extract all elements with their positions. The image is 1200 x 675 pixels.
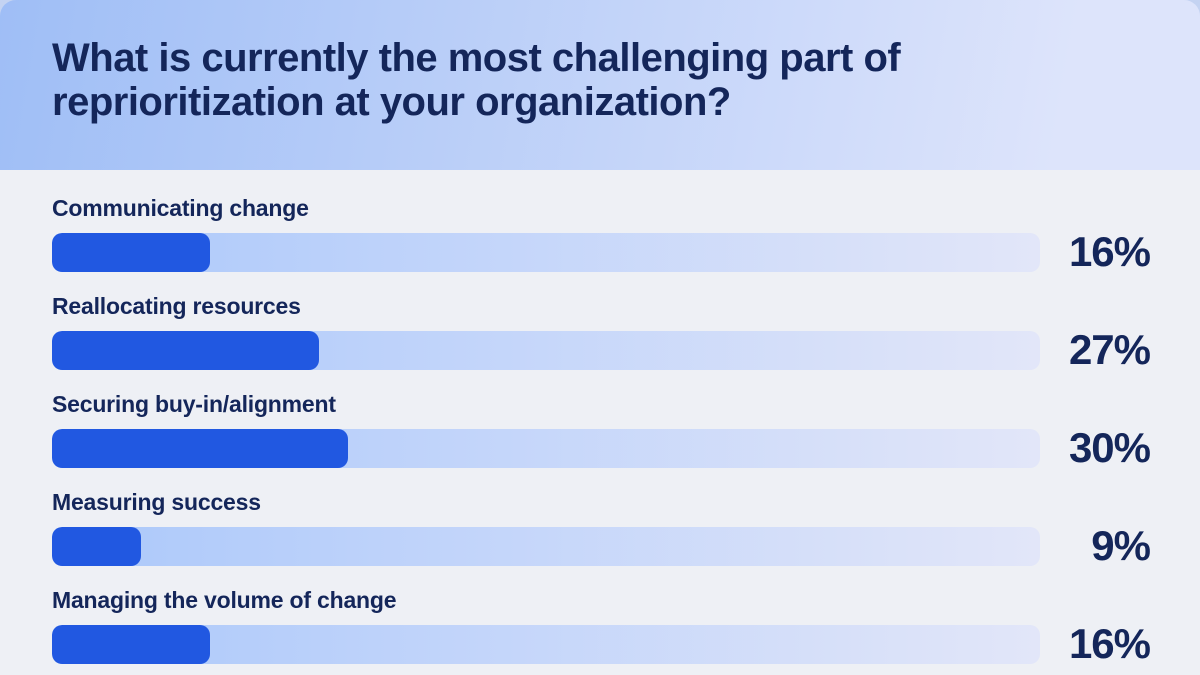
bar-value: 16%	[1068, 620, 1151, 667]
bar-track	[52, 428, 1040, 468]
bar-value: 30%	[1068, 424, 1151, 471]
bar-fill	[52, 428, 349, 468]
bar-row: Communicating change 16%	[0, 193, 1200, 276]
bar-label: Measuring success	[52, 489, 261, 515]
bar-row: Managing the volume of change 16%	[0, 585, 1200, 668]
bar-rows: Communicating change 16% Reallocating re…	[0, 193, 1200, 668]
bar-track	[52, 330, 1040, 370]
bar-line: 16%	[0, 228, 1200, 276]
bar-line: 30%	[0, 424, 1200, 472]
bar-value: 16%	[1068, 228, 1151, 275]
bar-fill	[52, 526, 141, 566]
bar-row: Securing buy-in/alignment 30%	[0, 389, 1200, 472]
bar-value: 27%	[1068, 326, 1151, 373]
bar-chart: Communicating change 16% Reallocating re…	[0, 170, 1200, 668]
bar-fill	[52, 232, 211, 272]
bar-fill	[52, 330, 319, 370]
bar-value: 9%	[1091, 522, 1151, 569]
bar-row: Measuring success 9%	[0, 487, 1200, 570]
header-banner: What is currently the most challenging p…	[0, 0, 1200, 170]
bar-label: Managing the volume of change	[52, 587, 397, 613]
bar-line: 27%	[0, 326, 1200, 374]
bar-track	[52, 624, 1040, 664]
bar-row: Reallocating resources 27%	[0, 291, 1200, 374]
chart-title: What is currently the most challenging p…	[52, 36, 901, 124]
bar-line: 9%	[0, 522, 1200, 570]
bar-label: Communicating change	[52, 195, 309, 221]
bar-label: Reallocating resources	[52, 293, 301, 319]
bar-track	[52, 526, 1040, 566]
bar-line: 16%	[0, 620, 1200, 668]
bar-label: Securing buy-in/alignment	[52, 391, 336, 417]
bar-fill	[52, 624, 211, 664]
bar-track	[52, 232, 1040, 272]
header-background: What is currently the most challenging p…	[0, 0, 1200, 170]
